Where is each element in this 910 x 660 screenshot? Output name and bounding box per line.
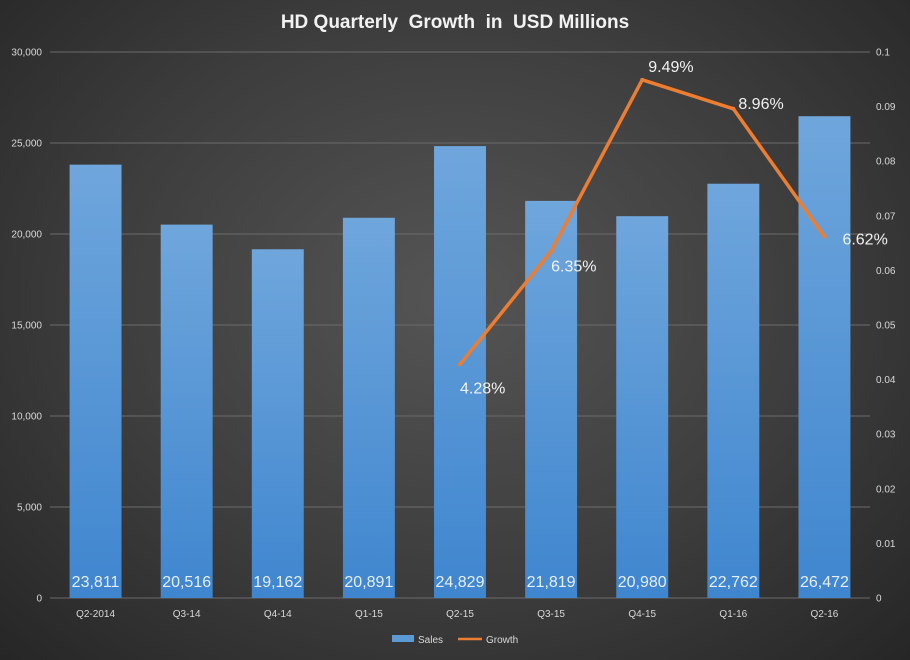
- sales-bar: [616, 216, 669, 598]
- growth-data-label: 6.62%: [842, 232, 887, 249]
- left-axis-tick-label: 15,000: [11, 321, 42, 332]
- category-tick-label: Q1-16: [719, 609, 747, 620]
- growth-point: [549, 249, 554, 254]
- right-axis-tick-label: 0.06: [876, 266, 896, 277]
- legend: Sales Growth: [392, 635, 518, 646]
- right-axis-tick-label: 0.05: [876, 321, 896, 332]
- growth-point: [731, 106, 736, 111]
- category-tick-label: Q2-16: [811, 609, 839, 620]
- left-axis-tick-label: 20,000: [11, 230, 42, 241]
- right-axis-tick-label: 0.01: [876, 539, 896, 550]
- chart-title: HD Quarterly Growth in USD Millions: [281, 12, 629, 33]
- category-tick-label: Q2-15: [446, 609, 474, 620]
- growth-line: 4.28% 6.35% 9.49% 8.96% 6.62%: [458, 59, 888, 397]
- growth-data-label: 6.35%: [551, 258, 596, 275]
- right-axis-tick-label: 0.03: [876, 430, 896, 441]
- legend-sales-label: Sales: [418, 635, 443, 646]
- category-tick-label: Q4-15: [628, 609, 656, 620]
- category-tick-label: Q3-14: [173, 609, 201, 620]
- right-axis-tick-label: 0.07: [876, 211, 896, 222]
- sales-data-label: 22,762: [709, 574, 758, 591]
- sales-data-label: 26,472: [800, 574, 849, 591]
- category-tick-label: Q4-14: [264, 609, 292, 620]
- left-axis: 0 5,000 10,000 15,000 20,000 25,000 30,000: [11, 48, 42, 605]
- sales-data-label: 20,891: [344, 574, 393, 591]
- sales-bar: [342, 217, 395, 598]
- sales-bar: [798, 116, 851, 599]
- sales-bar: [434, 146, 486, 599]
- sales-data-label: 24,829: [436, 574, 485, 591]
- legend-growth-label: Growth: [486, 635, 518, 646]
- growth-data-label: 8.96%: [738, 96, 783, 113]
- sales-data-label: 20,516: [162, 574, 211, 591]
- sales-bar: [525, 200, 578, 598]
- sales-bar: [707, 183, 760, 598]
- right-axis-tick-label: 0.09: [876, 102, 896, 113]
- growth-point: [822, 234, 827, 239]
- growth-data-label: 9.49%: [648, 59, 693, 76]
- growth-data-label: 4.28%: [460, 380, 505, 397]
- right-axis-tick-label: 0.04: [876, 375, 896, 386]
- left-axis-tick-label: 30,000: [11, 48, 42, 59]
- growth-point: [640, 77, 645, 82]
- category-axis: Q2-2014 Q3-14 Q4-14 Q1-15 Q2-15 Q3-15 Q4-15 Q1-…: [76, 609, 839, 620]
- sales-data-label: 19,162: [253, 574, 302, 591]
- right-axis: 0 0.01 0.02 0.03 0.04 0.05 0.06 0.07 0.08 0.09 0.1: [876, 48, 896, 605]
- sales-bar: [160, 224, 213, 598]
- category-tick-label: Q3-15: [537, 609, 565, 620]
- right-axis-tick-label: 0.02: [876, 484, 896, 495]
- right-axis-tick-label: 0: [876, 594, 882, 605]
- category-tick-label: Q2-2014: [76, 609, 115, 620]
- right-axis-tick-label: 0.1: [876, 48, 890, 59]
- right-axis-tick-label: 0.08: [876, 157, 896, 168]
- sales-data-label: 20,980: [618, 574, 667, 591]
- category-tick-label: Q1-15: [355, 609, 383, 620]
- sales-bars: 23,811 20,516 19,162 20,891 24,829 21,819 20,9…: [69, 116, 851, 599]
- left-axis-tick-label: 25,000: [11, 139, 42, 150]
- left-axis-tick-label: 10,000: [11, 412, 42, 423]
- sales-data-label: 21,819: [527, 574, 576, 591]
- left-axis-tick-label: 5,000: [17, 503, 42, 514]
- legend-sales-swatch: [392, 635, 414, 642]
- sales-bar: [69, 164, 122, 598]
- left-axis-tick-label: 0: [36, 594, 42, 605]
- sales-bar: [251, 249, 304, 599]
- growth-point: [458, 362, 462, 367]
- sales-data-label: 23,811: [72, 574, 120, 591]
